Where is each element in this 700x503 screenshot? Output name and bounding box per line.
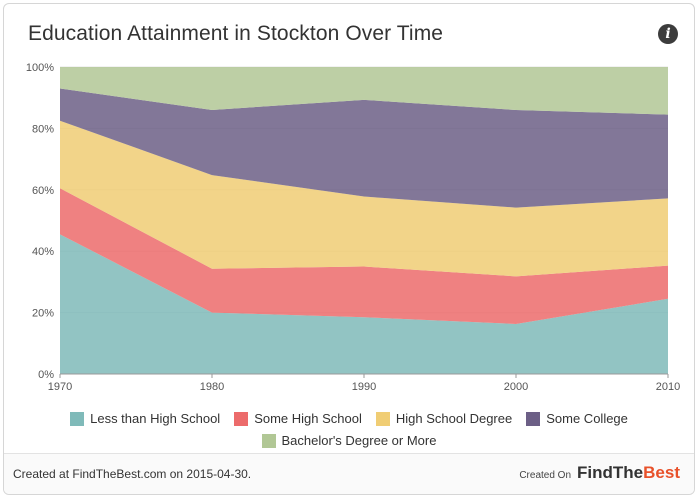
legend-row: Less than High School Some High School Hig…	[4, 411, 694, 426]
x-tick-label: 1970	[48, 381, 72, 393]
brand-credit[interactable]: Created On FindThe Best	[519, 463, 680, 483]
legend-label: Some College	[546, 411, 628, 426]
series-area[interactable]	[60, 120, 668, 277]
legend-swatch	[526, 411, 541, 426]
chart-card: Education Attainment in Stockton Over Ti…	[3, 3, 695, 495]
legend-label: High School Degree	[395, 411, 513, 426]
y-tick-label: 40%	[32, 246, 54, 258]
y-tick-label: 60%	[32, 185, 54, 197]
series-area[interactable]	[60, 234, 668, 374]
legend-swatch	[375, 411, 390, 426]
footer: Created at FindTheBest.com on 2015-04-30…	[4, 453, 694, 494]
legend-item[interactable]: Some High School	[234, 411, 362, 426]
axes: 0% 20% 40% 60% 80% 100% 1970 1980 1990 2000 2010	[26, 62, 680, 393]
legend-item[interactable]: High School Degree	[375, 411, 513, 426]
y-tick-label: 20%	[32, 308, 54, 320]
created-at-text: Created at FindTheBest.com on 2015-04-30…	[13, 467, 252, 481]
created-on-label: Created On	[519, 470, 572, 481]
y-tick-label: 0%	[38, 369, 54, 381]
area-chart: 0% 20% 40% 60% 80% 100% 1970 1980 1990 2000 2010	[26, 62, 680, 393]
x-tick-label: 2000	[504, 381, 528, 393]
info-icon[interactable]: i	[658, 24, 678, 44]
legend-label: Some High School	[254, 411, 362, 426]
series-area[interactable]	[60, 67, 668, 115]
legend-item[interactable]: Some College	[526, 411, 628, 426]
series-area[interactable]	[60, 188, 668, 324]
legend-label: Bachelor's Degree or More	[281, 433, 437, 448]
legend-swatch	[234, 411, 249, 426]
x-tick-label: 1980	[200, 381, 224, 393]
y-tick-label: 100%	[26, 62, 54, 74]
legend-row: Bachelor's Degree or More	[4, 433, 694, 448]
legend-item[interactable]: Less than High School	[70, 411, 220, 426]
chart-legend: Less than High School Some High School Hig…	[4, 411, 694, 455]
chart-title: Education Attainment in Stockton Over Ti…	[28, 22, 444, 45]
stacked-areas	[60, 67, 668, 374]
series-area[interactable]	[60, 88, 668, 208]
y-tick-label: 80%	[32, 123, 54, 135]
legend-swatch	[70, 411, 85, 426]
legend-swatch	[261, 433, 276, 448]
brand-logo-part2: Best	[643, 463, 680, 482]
legend-label: Less than High School	[90, 411, 221, 426]
x-tick-label: 2010	[656, 381, 680, 393]
legend-item[interactable]: Bachelor's Degree or More	[261, 433, 437, 448]
brand-logo-part1: FindThe	[577, 463, 644, 482]
x-tick-label: 1990	[352, 381, 376, 393]
